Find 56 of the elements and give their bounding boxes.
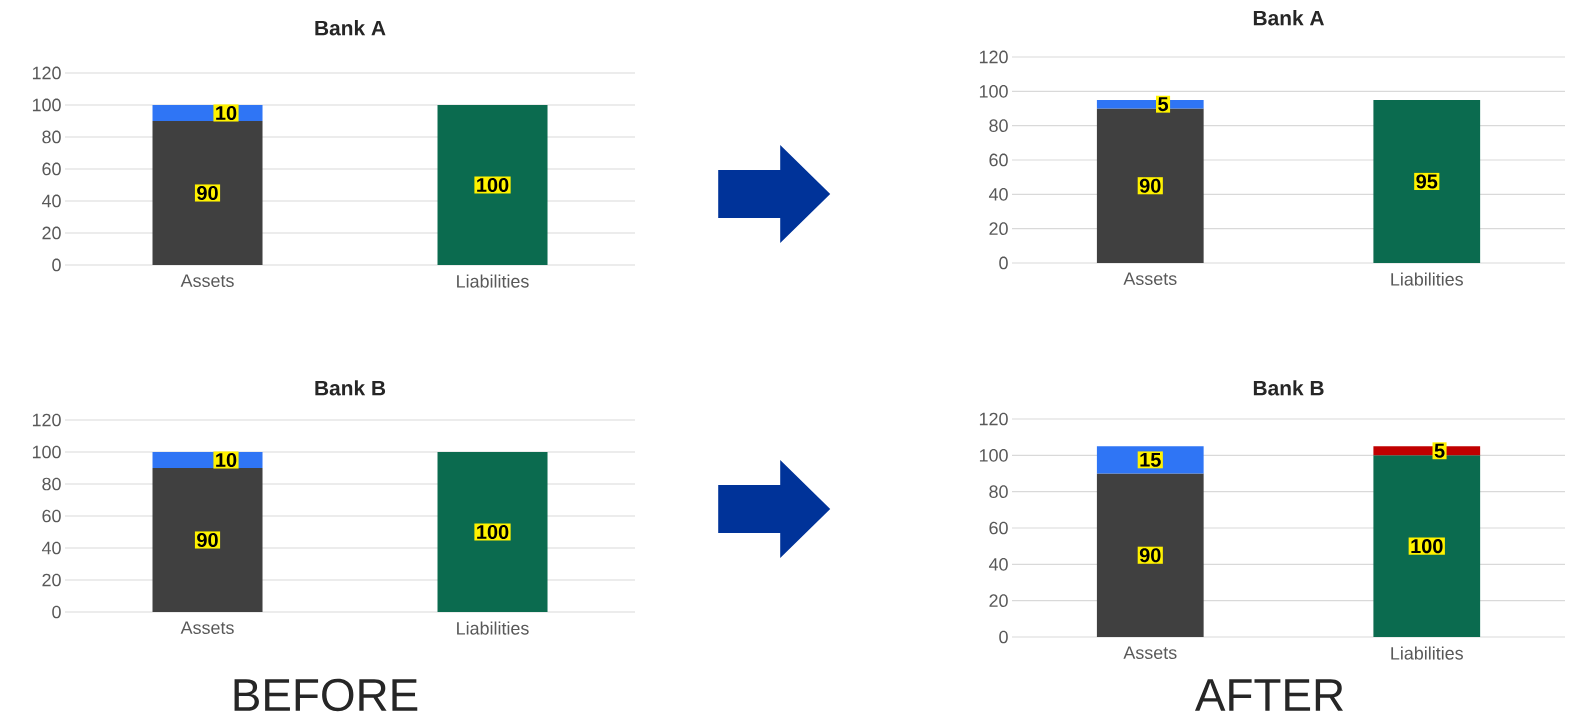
chart-title: Bank A <box>1253 10 1324 26</box>
data-label: 100 <box>477 177 509 193</box>
y-tick-label: 100 <box>32 445 61 459</box>
y-tick-label: 100 <box>979 84 1008 98</box>
y-tick-label: 0 <box>52 605 61 619</box>
y-tick-label: 0 <box>999 256 1008 270</box>
y-tick-label: 60 <box>989 521 1008 535</box>
y-tick-label: 120 <box>979 50 1008 64</box>
y-tick-label: 80 <box>42 477 61 491</box>
y-tick-label: 60 <box>42 509 61 523</box>
data-label: 100 <box>477 524 509 540</box>
data-label: 10 <box>216 105 237 121</box>
data-label: 100 <box>1411 539 1443 554</box>
data-label: 95 <box>1416 174 1438 189</box>
x-tick-label: Assets <box>180 621 234 635</box>
x-tick-label: Assets <box>180 274 234 288</box>
data-label: 5 <box>1158 97 1169 112</box>
data-label: 90 <box>1139 178 1161 193</box>
data-label: 90 <box>197 185 218 201</box>
y-tick-label: 20 <box>989 594 1008 607</box>
y-tick-label: 40 <box>41 541 61 555</box>
y-tick-label: 20 <box>42 226 61 240</box>
y-tick-label: 80 <box>989 119 1008 132</box>
x-tick-label: Liabilities <box>1391 272 1463 286</box>
y-tick-label: 80 <box>989 485 1008 498</box>
data-label: 5 <box>1434 443 1445 458</box>
text: AFTER <box>1194 679 1343 711</box>
chart-title: Bank A <box>315 20 386 36</box>
data-label: 15 <box>1140 452 1161 467</box>
y-tick-label: 40 <box>988 187 1008 201</box>
y-tick-label: 0 <box>52 258 61 272</box>
text: BEFORE <box>234 678 418 712</box>
chart-title: Bank B <box>1253 380 1324 396</box>
y-tick-label: 60 <box>989 153 1008 167</box>
x-tick-label: Assets <box>1123 272 1177 286</box>
y-tick-label: 20 <box>989 222 1008 235</box>
y-tick-label: 120 <box>979 412 1008 426</box>
y-tick-label: 40 <box>41 194 61 208</box>
bar <box>1096 473 1204 637</box>
y-tick-label: 40 <box>988 557 1008 571</box>
y-tick-label: 80 <box>42 130 61 144</box>
y-tick-label: 100 <box>979 448 1008 462</box>
y-tick-label: 0 <box>999 630 1008 644</box>
x-tick-label: Liabilities <box>457 274 529 288</box>
y-tick-label: 60 <box>42 162 61 176</box>
x-tick-label: Assets <box>1123 646 1177 660</box>
x-tick-label: Liabilities <box>1391 646 1463 660</box>
data-label: 90 <box>197 532 218 548</box>
chart-title: Bank B <box>315 380 386 396</box>
y-tick-label: 20 <box>42 573 61 587</box>
y-tick-label: 120 <box>32 413 61 427</box>
data-label: 10 <box>216 452 237 468</box>
x-tick-label: Liabilities <box>457 621 529 635</box>
y-tick-label: 100 <box>32 98 61 112</box>
y-tick-label: 120 <box>32 66 61 80</box>
data-label: 90 <box>1139 548 1161 563</box>
